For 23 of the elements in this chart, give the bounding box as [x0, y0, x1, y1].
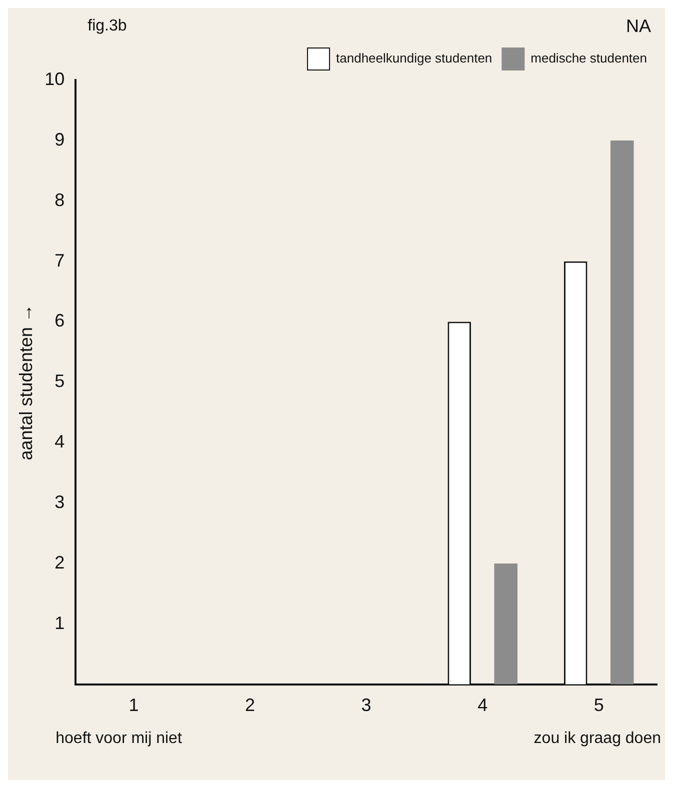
legend-label: tandheelkundige studenten	[336, 50, 492, 66]
y-tick-label: 5	[54, 371, 65, 392]
legend-label: medische studenten	[530, 50, 648, 66]
y-tick-label: 9	[54, 129, 65, 150]
x-tick-label: 1	[128, 695, 139, 716]
x-tick-label: 5	[594, 695, 604, 716]
text: zou ik graag doen	[534, 730, 661, 747]
y-tick-label: 8	[54, 190, 65, 210]
y-tick-label: 4	[54, 432, 65, 452]
text: hoeft voor mij niet	[56, 730, 182, 747]
chart-title: fig.3b	[88, 17, 127, 34]
y-tick-label: 10	[44, 68, 65, 89]
bar	[494, 564, 518, 684]
y-tick-label: 6	[54, 310, 65, 331]
chart-subtitle: NA	[626, 16, 651, 36]
y-axis-title: aantal studenten →	[16, 304, 36, 460]
y-tick-label: 1	[54, 612, 65, 633]
y-tick-label: 3	[54, 492, 65, 512]
x-tick-label: 3	[361, 695, 372, 716]
y-tick-label: 2	[54, 552, 65, 572]
y-tick-label: 7	[54, 250, 65, 270]
x-tick-label: 4	[478, 695, 488, 716]
x-tick-label: 2	[245, 695, 256, 716]
